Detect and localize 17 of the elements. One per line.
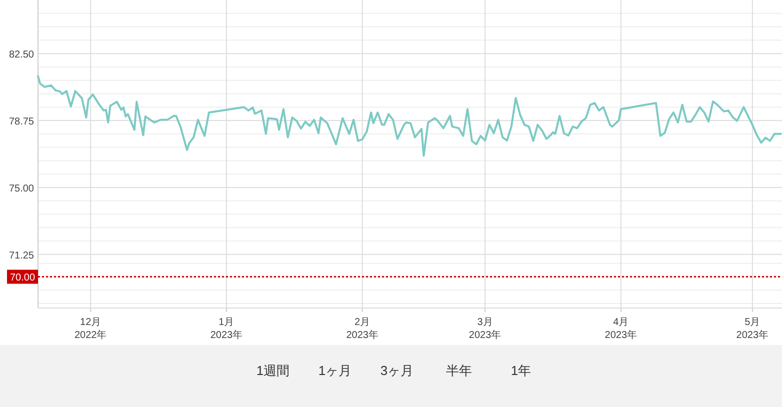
x-tick-label: 1月 2023年 xyxy=(210,317,243,341)
text: 1ヶ月 xyxy=(318,363,352,378)
text: 半年 xyxy=(446,363,472,378)
text: 1週間 xyxy=(256,363,290,378)
line-series xyxy=(37,75,782,157)
x-tick-label: 5月 2023年 xyxy=(736,317,769,341)
y-tick-label: 75.00 xyxy=(8,183,34,194)
x-tick-label: 4月 2023年 xyxy=(604,317,638,341)
y-tick-label: 71.25 xyxy=(8,250,34,262)
y-tick-label: 78.75 xyxy=(8,116,34,128)
text: 1年 xyxy=(510,363,532,378)
x-tick-label: 12月 2022年 xyxy=(74,317,107,341)
x-tick-label: 2月 2023年 xyxy=(346,317,378,341)
ref-line-label: 70.00 xyxy=(10,272,36,284)
x-tick-label: 3月 2023年 xyxy=(468,317,502,341)
y-tick-label: 82.50 xyxy=(8,50,34,61)
text: 3ヶ月 xyxy=(380,363,414,378)
